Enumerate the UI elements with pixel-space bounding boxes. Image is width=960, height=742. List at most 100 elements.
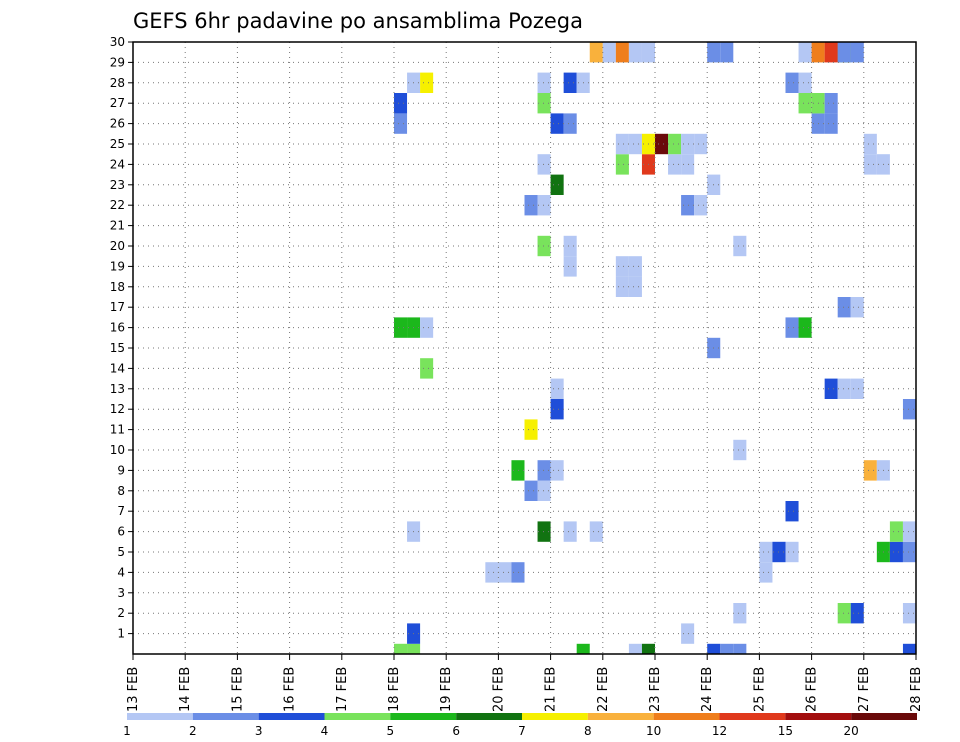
precip-cell: [668, 133, 682, 155]
precip-cell: [850, 378, 864, 399]
precip-cell: [602, 42, 616, 63]
y-tick-label: 1: [117, 627, 125, 641]
y-tick-label: 2: [117, 606, 125, 620]
precip-cell: [394, 93, 408, 114]
precip-cell: [563, 521, 577, 542]
precip-cell: [563, 113, 577, 134]
precip-cell: [511, 562, 525, 583]
precip-cell: [707, 643, 721, 654]
colorbar-label: 7: [518, 724, 526, 738]
precip-cell: [798, 317, 812, 338]
precip-cell: [707, 42, 721, 63]
precip-cell: [537, 460, 551, 481]
precip-cell: [733, 235, 747, 257]
x-tick-label: 16 FEB: [283, 667, 298, 712]
precip-cell: [733, 439, 747, 461]
precip-cell: [420, 72, 434, 93]
precip-cell: [655, 133, 669, 155]
precip-cell: [889, 521, 903, 542]
precip-cell: [589, 42, 603, 63]
y-tick-label: 18: [110, 280, 125, 294]
precip-cell: [850, 42, 864, 63]
precip-cell: [902, 541, 916, 563]
colorbar-swatch: [719, 713, 786, 720]
precip-cell: [537, 93, 551, 114]
colorbar-swatch: [390, 713, 457, 720]
y-tick-label: 21: [110, 219, 125, 233]
precip-cell: [537, 521, 551, 542]
precip-cell: [524, 195, 538, 216]
precip-cell: [824, 93, 838, 114]
y-tick-label: 8: [117, 484, 125, 498]
precip-cell: [733, 643, 747, 654]
precip-cell: [420, 358, 434, 379]
precip-cell: [537, 480, 551, 501]
colorbar-swatch: [785, 713, 852, 720]
precip-cell: [550, 174, 564, 195]
colorbar-swatch: [653, 713, 720, 720]
precip-cell: [537, 154, 551, 175]
precip-cell: [615, 133, 629, 155]
precip-cell: [537, 195, 551, 216]
colorbar-label: 6: [452, 724, 460, 738]
precip-cell: [550, 460, 564, 481]
colorbar-swatch: [587, 713, 654, 720]
x-tick-label: 17 FEB: [335, 667, 350, 712]
y-tick-label: 6: [117, 525, 125, 539]
precip-cell: [798, 93, 812, 114]
precip-cell: [420, 317, 434, 338]
precip-cell: [902, 521, 916, 542]
precip-cell: [863, 154, 877, 175]
precip-cell: [824, 378, 838, 399]
y-tick-label: 9: [117, 463, 125, 477]
precip-cell: [550, 113, 564, 134]
precip-cell: [537, 235, 551, 257]
precip-cell: [563, 256, 577, 277]
colorbar-label: 15: [778, 724, 793, 738]
x-tick-label: 23 FEB: [648, 667, 663, 712]
y-tick-label: 4: [117, 565, 125, 579]
x-tick-label: 19 FEB: [439, 667, 454, 712]
precip-cell: [681, 623, 695, 644]
y-tick-label: 3: [117, 586, 125, 600]
precip-cell: [850, 603, 864, 624]
y-tick-label: 13: [110, 382, 125, 396]
precip-cell: [589, 521, 603, 542]
precip-cell: [511, 460, 525, 481]
precip-cells: [394, 42, 916, 654]
precip-cell: [681, 133, 695, 155]
y-tick-label: 12: [110, 402, 125, 416]
precip-cell: [563, 72, 577, 93]
precip-cell: [681, 195, 695, 216]
precip-cell: [902, 603, 916, 624]
precip-cell: [889, 541, 903, 563]
precip-cell: [850, 297, 864, 318]
precip-cell: [641, 42, 655, 63]
colorbar: 1 2 3 4 5 6 7 8 10 12 15 20: [123, 713, 917, 738]
precip-cell: [537, 72, 551, 93]
precip-cell: [785, 72, 799, 93]
precip-cell: [550, 399, 564, 420]
colorbar-swatch: [258, 713, 325, 720]
colorbar-swatch: [324, 713, 391, 720]
precip-cell: [641, 643, 655, 654]
y-tick-label: 17: [110, 300, 125, 314]
precip-cell: [615, 256, 629, 277]
colorbar-swatch: [127, 713, 193, 720]
colorbar-label: 20: [844, 724, 859, 738]
precip-cell: [681, 154, 695, 175]
colorbar-label: 4: [321, 724, 329, 738]
precip-cell: [615, 276, 629, 297]
precip-cell: [668, 154, 682, 175]
y-tick-label: 22: [110, 198, 125, 212]
grid-lines: [133, 41, 916, 654]
x-tick-label: 15 FEB: [230, 667, 245, 712]
precip-cell: [628, 276, 642, 297]
precip-cell: [837, 42, 851, 63]
precip-cell: [785, 501, 799, 522]
x-tick-label: 24 FEB: [700, 667, 715, 712]
x-tick-label: 20 FEB: [491, 667, 506, 712]
precip-cell: [394, 317, 408, 338]
x-tick-label: 25 FEB: [752, 667, 767, 712]
